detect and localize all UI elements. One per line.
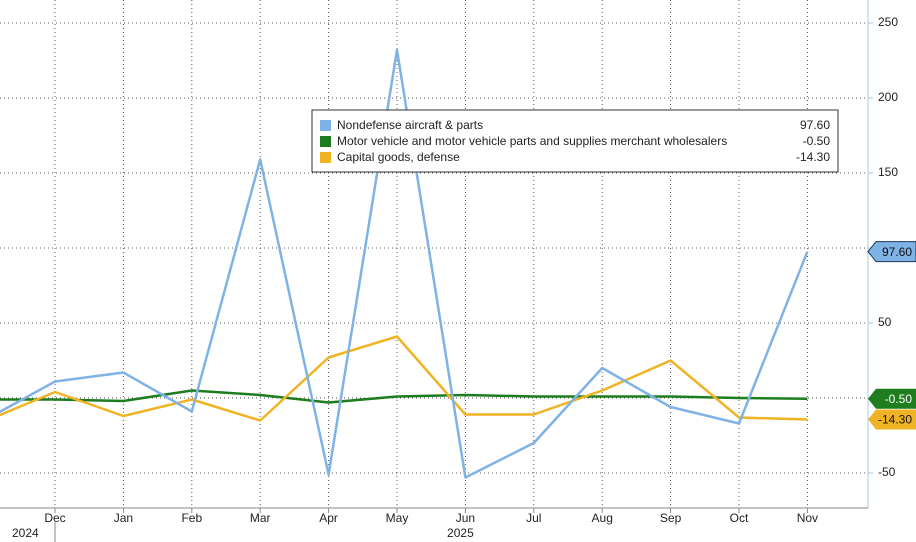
series-line <box>0 48 809 479</box>
x-tick-label: Jan <box>114 511 133 525</box>
x-tick-label: Jul <box>526 511 541 525</box>
last-value-marker <box>867 241 916 263</box>
legend: Nondefense aircraft & parts 97.60 Motor ve… <box>311 109 839 173</box>
legend-value: -14.30 <box>796 150 830 164</box>
legend-label: Nondefense aircraft & parts <box>337 118 483 132</box>
legend-label: Capital goods, defense <box>337 150 460 164</box>
y-tick-label: -50 <box>878 465 896 479</box>
y-tick-label: 250 <box>878 15 898 29</box>
y-tick-label: 150 <box>878 165 898 179</box>
y-tick-label: 50 <box>878 315 892 329</box>
last-value-label: -14.30 <box>878 413 912 427</box>
last-value-label: 97.60 <box>882 245 912 259</box>
x-tick-label: Nov <box>797 511 818 525</box>
x-tick-label: Mar <box>250 511 271 525</box>
legend-box <box>311 109 839 173</box>
x-tick-label: Sep <box>660 511 682 525</box>
x-tick-label: Dec <box>44 511 65 525</box>
x-tick-label: Feb <box>181 511 202 525</box>
legend-swatch <box>320 120 331 131</box>
x-tick-label: Jun <box>456 511 475 525</box>
last-value-marker <box>868 409 916 430</box>
year-label: 2025 <box>447 526 474 540</box>
legend-value: 97.60 <box>800 118 830 132</box>
x-tick-label: Apr <box>319 511 338 525</box>
x-tick-label: Aug <box>592 511 613 525</box>
series-line <box>0 335 808 422</box>
last-value-label: -0.50 <box>885 392 913 406</box>
legend-value: -0.50 <box>803 134 831 148</box>
y-tick-label: 200 <box>878 90 898 104</box>
x-tick-label: May <box>386 511 409 525</box>
last-value-marker <box>868 388 916 409</box>
legend-swatch <box>320 152 331 163</box>
legend-label: Motor vehicle and motor vehicle parts an… <box>337 134 727 148</box>
year-label: 2024 <box>12 526 39 540</box>
x-tick-label: Oct <box>730 511 749 525</box>
legend-swatch <box>320 136 331 147</box>
series-line <box>0 389 808 404</box>
